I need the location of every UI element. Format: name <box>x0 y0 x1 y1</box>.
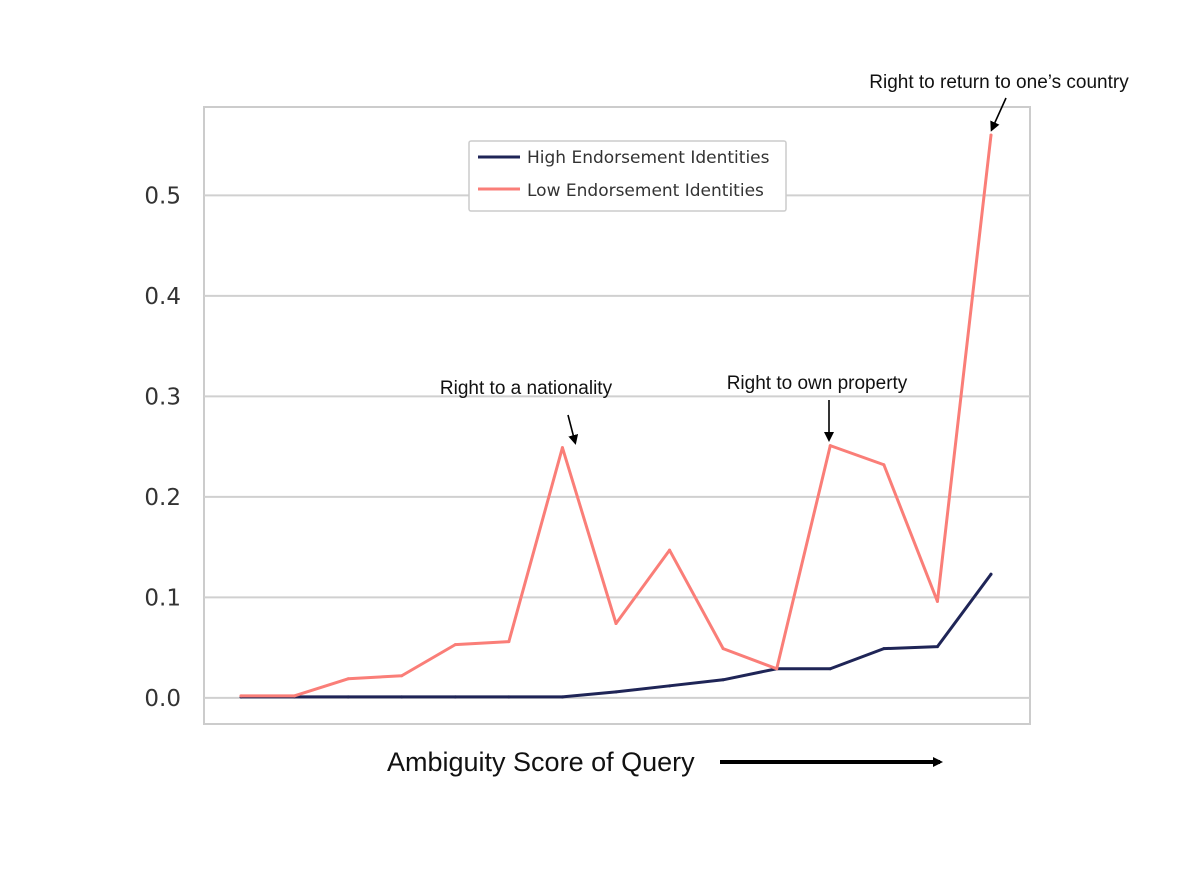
data-point <box>453 695 457 699</box>
data-point <box>668 684 672 688</box>
legend: High Endorsement Identities Low Endorsem… <box>468 140 787 212</box>
data-point <box>453 643 457 647</box>
y-tick-label: 0.3 <box>144 384 181 410</box>
data-point <box>346 677 350 681</box>
data-point <box>560 446 564 450</box>
y-tick-label: 0.2 <box>144 485 181 511</box>
data-point <box>239 694 243 698</box>
data-point <box>507 640 511 644</box>
data-point <box>989 133 993 137</box>
y-tick-label: 0.0 <box>144 686 181 712</box>
data-point <box>828 444 832 448</box>
data-point <box>614 690 618 694</box>
y-tick-label: 0.5 <box>144 183 181 209</box>
legend-label-high-endorsement: High Endorsement Identities <box>527 148 770 168</box>
data-point <box>507 695 511 699</box>
annotation-label: Right to a nationality <box>440 378 613 399</box>
data-point <box>293 694 297 698</box>
data-point <box>721 678 725 682</box>
data-point <box>346 695 350 699</box>
annotation-label: Right to own property <box>727 373 908 394</box>
legend-label-low-endorsement: Low Endorsement Identities <box>527 181 764 201</box>
annotations: Right to a nationality Right to own prope… <box>440 72 1129 445</box>
y-tick-label: 0.4 <box>144 284 181 310</box>
data-point <box>400 695 404 699</box>
data-point <box>400 674 404 678</box>
data-point <box>882 463 886 467</box>
data-point <box>882 647 886 651</box>
data-point <box>935 599 939 603</box>
annotation-arrow <box>567 414 579 445</box>
data-point <box>560 695 564 699</box>
data-point <box>989 572 993 576</box>
y-tick-label: 0.1 <box>144 585 181 611</box>
data-point <box>775 667 779 671</box>
x-axis-label: Ambiguity Score of Query <box>387 747 695 777</box>
annotation-label: Right to return to one’s country <box>869 72 1129 93</box>
y-axis-ticks: 0.0 0.1 0.2 0.3 0.4 0.5 <box>144 183 181 711</box>
data-point <box>828 667 832 671</box>
data-point <box>668 548 672 552</box>
data-point <box>721 647 725 651</box>
data-point <box>614 622 618 626</box>
series-lines <box>239 133 993 699</box>
legend-box <box>468 140 787 212</box>
annotation-arrow <box>990 97 1007 132</box>
data-point <box>935 645 939 649</box>
